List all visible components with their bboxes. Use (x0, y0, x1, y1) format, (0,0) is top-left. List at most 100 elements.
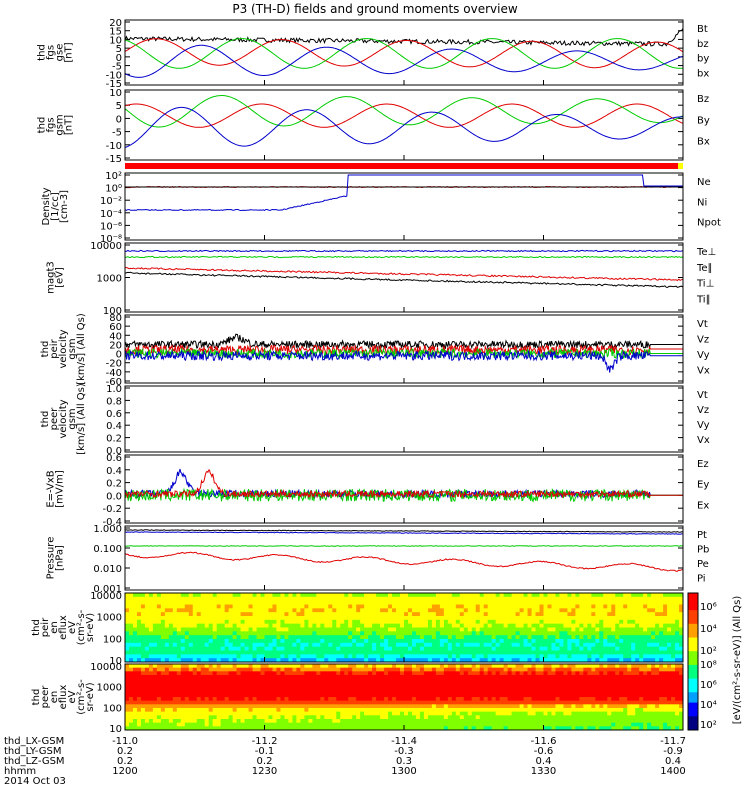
panel-ylabel: [1/cc] (50, 192, 61, 221)
series-Ti-par (124, 255, 684, 259)
panel-ylabel: thd (31, 689, 42, 706)
panel-ylabel: [nT] (64, 42, 75, 62)
series-Bt (124, 28, 684, 47)
status-bar (125, 163, 678, 169)
series-bz (124, 38, 684, 69)
panel-ylabel: [nPa] (55, 545, 66, 571)
series-Te-par (124, 271, 684, 288)
xaxis-value: 1330 (531, 766, 556, 777)
colorbar-tick: 10² (700, 720, 717, 731)
y-tick-label: 1000 (97, 274, 122, 285)
y-tick-label: 1000 (97, 613, 122, 624)
panel-ylabel: gsm (67, 408, 78, 429)
xaxis-value: -11.0 (112, 736, 138, 747)
xaxis-value: 1400 (660, 766, 685, 777)
colorbar-tick: 10⁴ (700, 624, 717, 635)
legend-Bz: Bz (697, 94, 709, 105)
panel-ylabel: peer (49, 407, 60, 431)
panel-ylabel: magt3 (46, 261, 57, 294)
panel-ylabel: sr-eV) (85, 613, 96, 642)
panel-ylabel: gse (55, 44, 66, 62)
colorbar-tick: 10⁴ (700, 700, 717, 711)
xaxis-value: 1200 (112, 766, 137, 777)
y-tick-label: 0.0 (106, 446, 122, 457)
y-tick-label: 100 (103, 306, 122, 317)
series-bx (124, 44, 684, 78)
legend-bz: bz (697, 39, 709, 50)
y-tick-label: 10 (109, 656, 122, 667)
legend-Pt: Pt (697, 530, 707, 541)
series-Ti-perp (124, 266, 684, 282)
legend-by: by (697, 54, 709, 65)
panel-ylabel: sr-eV) (85, 682, 96, 711)
legend-Pb: Pb (697, 545, 709, 556)
panel-fgs-gse (124, 19, 684, 86)
y-tick-label: -5 (112, 62, 122, 73)
y-tick-label: 1.0 (106, 384, 122, 395)
panel-fgs-gsm (124, 89, 684, 161)
series-Vz (124, 343, 683, 357)
y-tick-label: 60 (109, 322, 122, 333)
series-Bz (124, 103, 684, 128)
y-tick-label: -40 (106, 368, 122, 379)
panel-ylabel: velocity (58, 399, 69, 438)
y-tick-label: 0.001 (93, 584, 122, 595)
panel-ylabel: Density (41, 187, 52, 225)
legend-Ey: Ey (697, 480, 709, 491)
legend-Bx: Bx (697, 137, 710, 148)
y-tick-label: -0.4 (102, 517, 122, 528)
colorbar-tick: 10⁶ (700, 602, 717, 613)
legend-Vy: Vy (697, 350, 710, 361)
xaxis-row-label: thd_LX-GSM (4, 736, 64, 747)
legend-Npot: Npot (697, 218, 721, 229)
y-tick-label: -0.2 (102, 504, 122, 515)
y-tick-label: 0 (116, 114, 122, 125)
xaxis-value: -0.9 (663, 746, 683, 757)
panel-ylabel: [km/s] (All Qs) (76, 313, 87, 385)
y-tick-label: 0.010 (93, 564, 122, 575)
series-Pt (124, 529, 684, 533)
y-tick-label: 0 (116, 53, 122, 64)
y-tick-label: 10² (105, 171, 122, 182)
figure-title: P3 (TH-D) fields and ground moments over… (232, 2, 517, 16)
y-tick-label: 1000 (97, 683, 122, 694)
series-Bx (124, 106, 683, 148)
xaxis-value: -11.2 (252, 736, 278, 747)
panel-ylabel: fgs (46, 45, 57, 60)
panel-ylabel: peer (40, 685, 51, 709)
y-tick-label: -5 (112, 128, 122, 139)
panel-ylabel: en (49, 691, 60, 704)
y-tick-label: -60 (106, 377, 122, 388)
panel-ylabel: [eV] (55, 267, 66, 288)
legend-Bt: Bt (697, 24, 708, 35)
xaxis-value: -11.6 (531, 736, 557, 747)
legend-Pi: Pi (697, 574, 706, 585)
y-tick-label: 20 (109, 340, 122, 351)
y-tick-label: 20 (109, 18, 122, 29)
xaxis-value: -0.3 (394, 746, 414, 757)
xaxis-date: 2014 Oct 03 (4, 776, 66, 787)
panel-ylabel: peir (49, 338, 60, 358)
legend-Vx: Vx (697, 366, 710, 377)
y-tick-label: 100 (103, 703, 122, 714)
colorbar-tick: 10⁶ (700, 680, 717, 691)
panel-temperature (124, 242, 684, 313)
panel-ylabel: thd (40, 341, 51, 358)
legend-Ex: Ex (697, 500, 709, 511)
panel-ylabel: peir (40, 617, 51, 637)
panel-frame (124, 454, 684, 524)
xaxis-value: -11.4 (391, 736, 417, 747)
panel-ylabel: thd (37, 44, 48, 61)
y-tick-label: 10000 (90, 662, 122, 673)
y-tick-label: -10 (106, 70, 122, 81)
y-tick-label: 10 (109, 724, 122, 735)
panel-ylabel: E=-VxB (46, 470, 57, 507)
xaxis-row-label: thd_LY-GSM (4, 746, 61, 757)
y-tick-label: 10⁻⁸ (100, 234, 122, 245)
panel-ylabel: eV (67, 621, 78, 634)
xaxis-value: 0.4 (536, 756, 552, 767)
colorbar (687, 592, 699, 731)
colorbar-tick: 10⁸ (700, 660, 717, 671)
y-tick-label: 0 (116, 350, 122, 361)
